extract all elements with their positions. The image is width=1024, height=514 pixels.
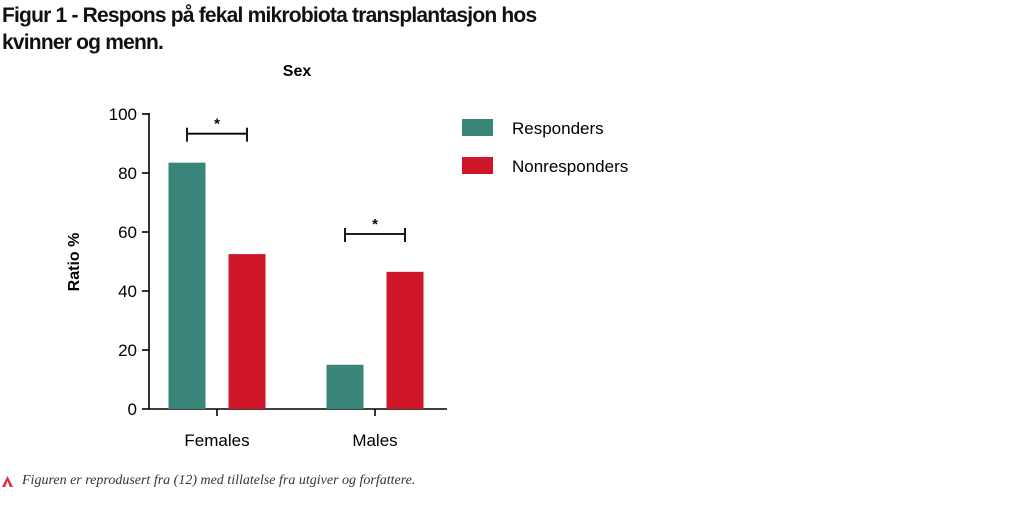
y-axis-label: Ratio % — [66, 233, 83, 292]
legend-swatch-responders — [462, 119, 493, 136]
bar-nonresponders-males — [386, 271, 424, 409]
legend-label-nonresponders: Nonresponders — [512, 157, 628, 176]
chart-title: Sex — [283, 63, 312, 80]
y-tick-label: 60 — [118, 223, 137, 242]
significance-star: * — [372, 216, 378, 233]
figure-title: Figur 1 - Respons på fekal mikrobiota tr… — [2, 4, 537, 54]
bar-nonresponders-females — [228, 254, 266, 409]
legend-label-responders: Responders — [512, 119, 604, 138]
y-tick-label: 80 — [118, 164, 137, 183]
y-tick-label: 20 — [118, 341, 137, 360]
significance-star: * — [214, 116, 220, 133]
caption-text: Figuren er reprodusert fra (12) med till… — [22, 473, 416, 488]
y-tick-label: 0 — [128, 400, 137, 419]
x-tick-label: Males — [352, 431, 397, 450]
y-tick-label: 40 — [118, 282, 137, 301]
bar-responders-males — [326, 364, 364, 409]
figure-caption: Figuren er reprodusert fra (12) med till… — [2, 473, 415, 489]
x-tick-label: Females — [184, 431, 249, 450]
red-triangle-icon — [2, 475, 13, 487]
legend-swatch-nonresponders — [462, 157, 493, 174]
bar-responders-females — [168, 162, 206, 409]
y-tick-label: 100 — [109, 105, 137, 124]
